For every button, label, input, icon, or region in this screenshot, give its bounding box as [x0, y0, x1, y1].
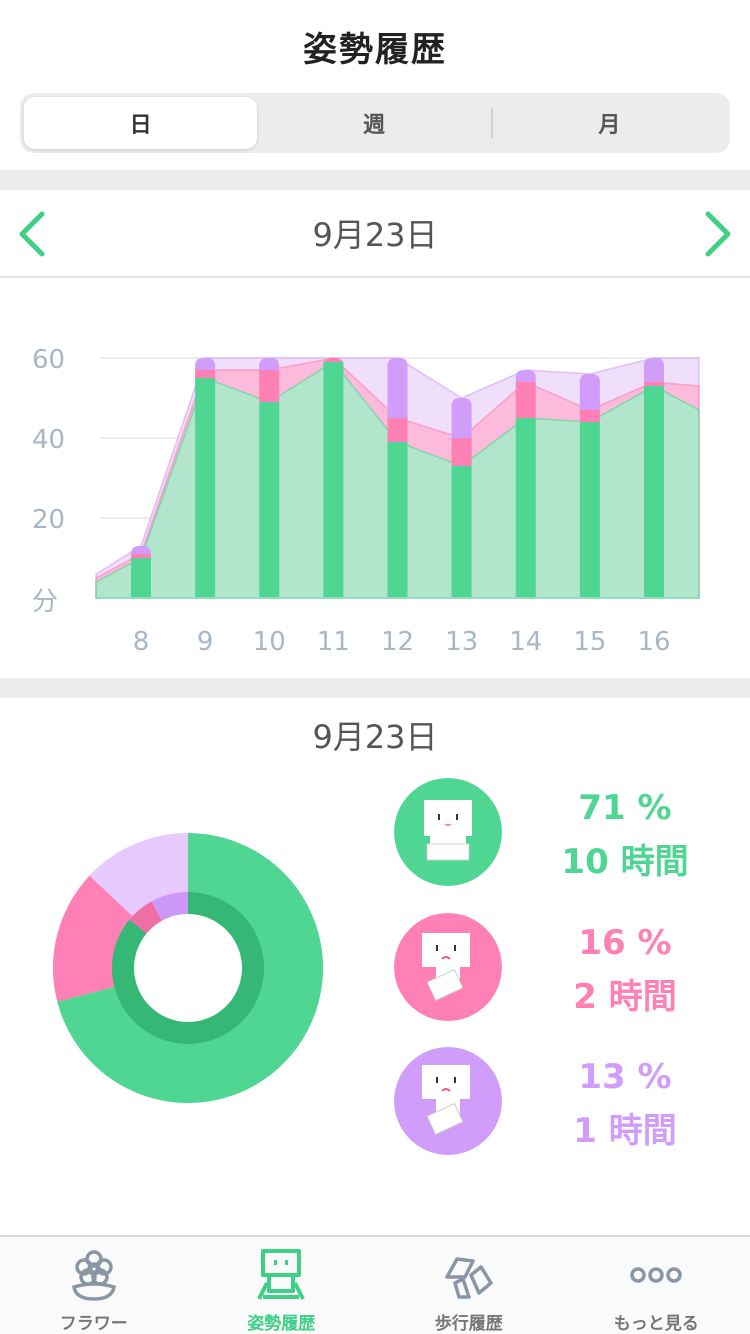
segment-divider [490, 108, 493, 138]
tabbar-label-walking: 歩行履歴 [434, 1314, 503, 1334]
bar-bad [579, 374, 600, 410]
bar-bad [195, 358, 216, 370]
posture-icon [257, 1249, 306, 1300]
y-axis-label: 分 [32, 587, 58, 617]
tabbar-item-posture[interactable]: 姿勢履歴 [188, 1237, 376, 1334]
x-tick-label: 14 [509, 627, 542, 657]
bar-bad [259, 358, 280, 370]
slouch-posture-icon [394, 913, 502, 1021]
previous-day-icon[interactable] [16, 210, 48, 258]
bottom-tab-bar: フラワー 姿勢履歴 歩行履歴 もっと見る [0, 1235, 750, 1334]
bar-bad [387, 358, 408, 418]
bar-warn [259, 370, 280, 402]
bar-warn [387, 418, 408, 442]
page-title: 姿勢履歴 [303, 29, 447, 70]
x-tick-label: 16 [637, 627, 670, 657]
good-time: 10 時間 [561, 842, 689, 882]
slouch-percent: 16 % [578, 923, 672, 963]
bar-good [515, 418, 536, 598]
bad-percent: 13 % [578, 1057, 672, 1097]
tabbar-label-posture: 姿勢履歴 [247, 1314, 316, 1334]
slouch-stat: 16 % 2 時間 [540, 916, 710, 1024]
bar-good [323, 362, 344, 598]
y-tick-label: 20 [32, 505, 65, 535]
bar-warn [323, 358, 344, 366]
bar-bad [131, 546, 151, 554]
walking-icon [445, 1257, 493, 1299]
tabbar-item-walking[interactable]: 歩行履歴 [375, 1237, 563, 1334]
bar-warn [195, 370, 216, 378]
good-stat: 71 % 10 時間 [540, 781, 710, 889]
bar-good [579, 422, 600, 598]
x-tick-label: 10 [253, 627, 286, 657]
next-day-icon[interactable] [702, 210, 734, 258]
x-tick-label: 11 [317, 627, 350, 657]
bad-posture-icon [394, 1047, 502, 1155]
slouch-time: 2 時間 [573, 977, 677, 1017]
bar-warn [644, 382, 664, 386]
bar-good [131, 558, 151, 598]
x-tick-label: 12 [381, 627, 414, 657]
x-tick-label: 15 [573, 627, 606, 657]
bar-bad [644, 358, 664, 382]
bar-good [259, 402, 280, 598]
tabbar-label-flower: フラワー [59, 1314, 128, 1334]
x-tick-label: 8 [133, 627, 150, 657]
current-date: 9月23日 [312, 216, 438, 254]
nav-header: 姿勢履歴 [0, 0, 750, 92]
section-separator [0, 170, 750, 190]
bar-good [387, 442, 408, 598]
bar-warn [131, 554, 151, 558]
y-tick-label: 60 [32, 345, 65, 375]
bar-good [195, 378, 216, 598]
posture-chart-svg: 60 40 20 分 8 9 10 11 12 13 14 15 16 [32, 345, 700, 657]
bar-bad [451, 398, 472, 438]
good-posture-icon [394, 778, 502, 886]
bar-good [451, 466, 472, 598]
donut-hole [134, 914, 242, 1022]
bad-time: 1 時間 [573, 1111, 677, 1151]
tab-day[interactable]: 日 [24, 97, 258, 149]
x-tick-label: 13 [445, 627, 478, 657]
bar-warn [515, 382, 536, 418]
bar-good [644, 386, 664, 598]
tabbar-label-more: もっと見る [613, 1314, 699, 1334]
posture-chart: 60 40 20 分 8 9 10 11 12 13 14 15 16 [0, 280, 750, 680]
y-tick-label: 40 [32, 425, 65, 455]
bad-stat: 13 % 1 時間 [540, 1050, 710, 1158]
good-percent: 71 % [578, 788, 672, 828]
bar-warn [579, 410, 600, 422]
tab-week[interactable]: 週 [362, 113, 385, 138]
tabbar-item-more[interactable]: もっと見る [563, 1237, 750, 1334]
posture-donut-chart [53, 833, 324, 1103]
tabbar-item-flower[interactable]: フラワー [0, 1237, 188, 1334]
date-navigator: 9月23日 [0, 190, 750, 278]
more-icon [630, 1267, 682, 1283]
tab-month[interactable]: 月 [598, 113, 621, 138]
bar-warn [451, 438, 472, 466]
flower-icon [71, 1250, 116, 1301]
period-segmented-control: 日 週 月 [20, 93, 730, 153]
bar-bad [515, 370, 536, 382]
section-separator [0, 678, 750, 698]
summary-date: 9月23日 [312, 718, 438, 756]
x-tick-label: 9 [197, 627, 214, 657]
